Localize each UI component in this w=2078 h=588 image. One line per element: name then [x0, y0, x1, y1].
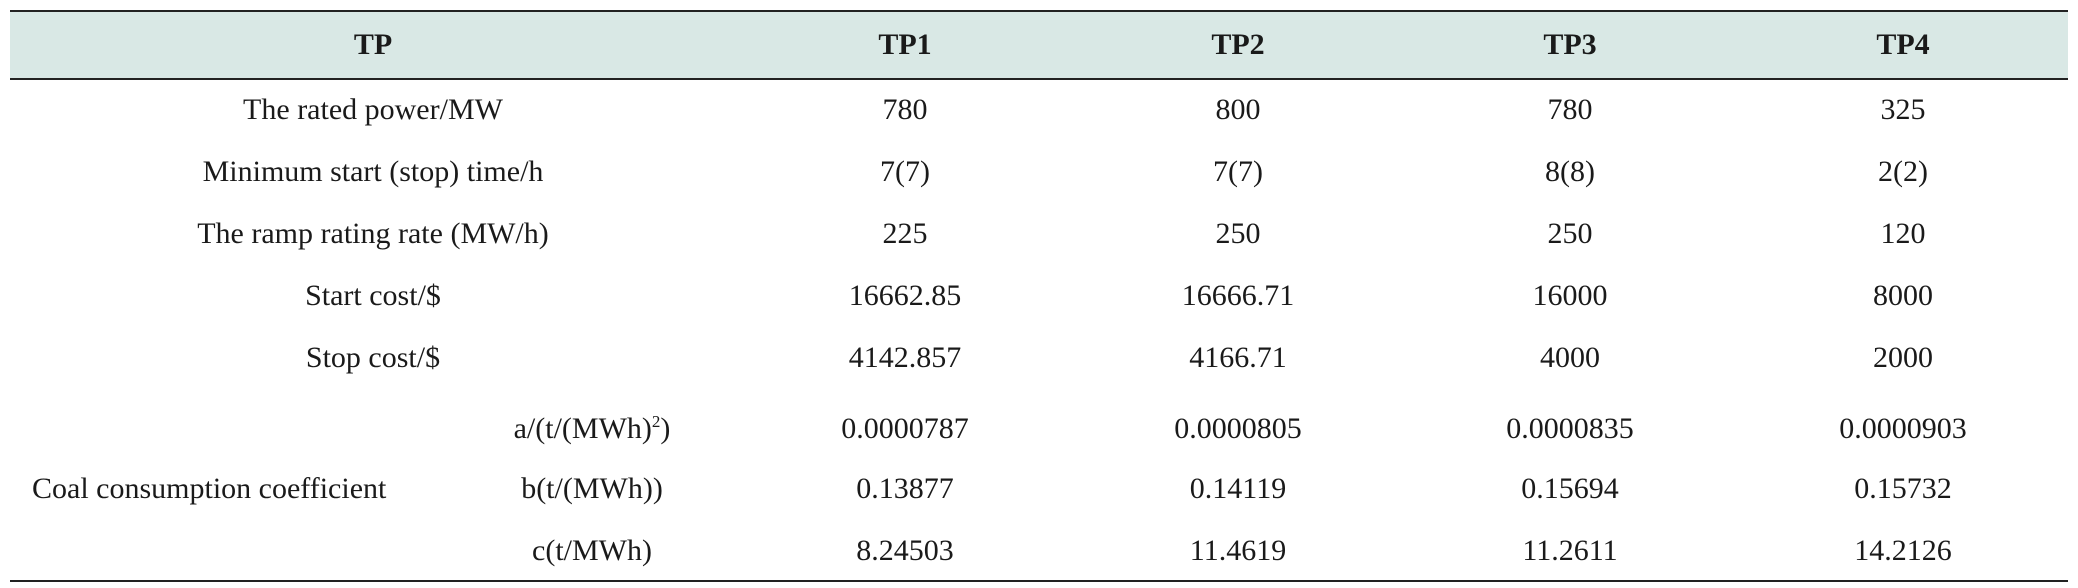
header-cell-tp4: TP4	[1876, 28, 1930, 61]
table-cell: 8000	[1873, 279, 1933, 312]
table-cell: 16662.85	[848, 279, 962, 312]
table-cell: 0.14119	[1189, 472, 1287, 505]
row-label-coal-consumption: Coal consumption coefficient	[32, 472, 387, 505]
table-cell: 4142.857	[848, 341, 962, 374]
row-label-min-start-stop: Minimum start (stop) time/h	[202, 155, 544, 188]
table-cell: 250	[1215, 217, 1261, 250]
table-cell: 8(8)	[1545, 155, 1595, 188]
table-cell: 225	[882, 217, 928, 250]
table-cell: 11.4619	[1189, 534, 1287, 567]
row-label-stop-cost: Stop cost/$	[305, 341, 441, 374]
row-label-rated-power: The rated power/MW	[243, 93, 503, 126]
row-label-ramp-rate: The ramp rating rate (MW/h)	[197, 217, 549, 250]
table-cell: 0.0000805	[1174, 412, 1302, 445]
table-cell: 0.0000787	[841, 412, 969, 445]
table-cell: 4000	[1540, 341, 1600, 374]
header-cell-tp3: TP3	[1543, 28, 1597, 61]
table-cell: 250	[1547, 217, 1593, 250]
table-cell: 0.15732	[1854, 472, 1952, 505]
table-cell: 120	[1880, 217, 1926, 250]
row-label-start-cost: Start cost/$	[305, 279, 441, 312]
table-cell: 4166.71	[1189, 341, 1287, 374]
table-cell: 11.2611	[1522, 534, 1618, 567]
table-cell: 7(7)	[880, 155, 930, 188]
table-bottom-rule	[10, 580, 2068, 582]
table-cell: 325	[1880, 93, 1926, 126]
table-cell: 0.0000835	[1506, 412, 1634, 445]
table-cell: 800	[1215, 93, 1261, 126]
table-cell: 780	[882, 93, 928, 126]
table-cell: 16666.71	[1181, 279, 1295, 312]
sub-label-b: b(t/(MWh))	[521, 472, 663, 505]
header-cell-tp2: TP2	[1211, 28, 1265, 61]
table-cell: 0.0000903	[1839, 412, 1967, 445]
table-header-row	[10, 12, 2068, 78]
header-cell-tp1: TP1	[878, 28, 932, 61]
table-cell: 8.24503	[856, 534, 954, 567]
sub-label-a: a/(t/(MWh)2)	[513, 412, 671, 445]
table-top-rule	[10, 10, 2068, 12]
table-cell: 780	[1547, 93, 1593, 126]
table-cell: 16000	[1532, 279, 1608, 312]
table-header-rule	[10, 78, 2068, 80]
table-cell: 0.15694	[1521, 472, 1619, 505]
table-cell: 7(7)	[1213, 155, 1263, 188]
sub-label-c: c(t/MWh)	[532, 534, 652, 567]
table-cell: 14.2126	[1854, 534, 1952, 567]
table-cell: 2000	[1873, 341, 1933, 374]
table-cell: 0.13877	[856, 472, 954, 505]
header-cell-tp: TP	[353, 28, 393, 61]
table-cell: 2(2)	[1878, 155, 1928, 188]
